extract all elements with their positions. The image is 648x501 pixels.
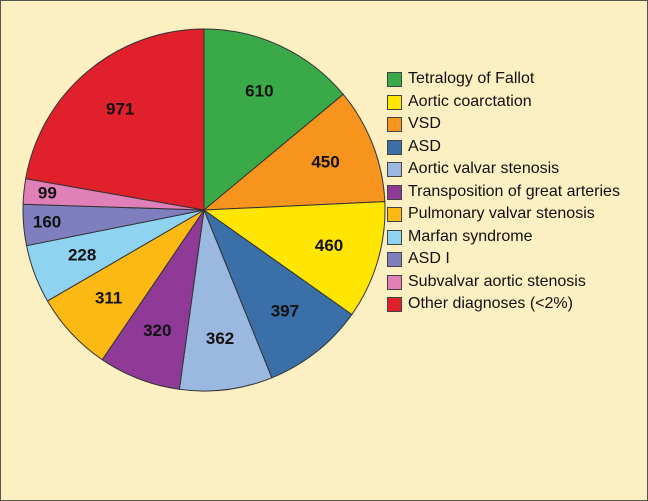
data-label: 99 [38, 183, 57, 202]
legend-swatch [387, 207, 402, 222]
legend-swatch [387, 229, 402, 245]
legend-item: Subvalvar aortic stenosis [387, 271, 623, 294]
legend-label: ASD I [408, 250, 450, 267]
legend-item: Pulmonary valvar stenosis [387, 203, 623, 226]
legend-item: Marfan syndrome [387, 226, 623, 249]
data-label: 450 [311, 152, 339, 171]
legend-item: ASD [387, 136, 623, 159]
data-label: 311 [95, 288, 122, 307]
legend-swatch [387, 139, 402, 155]
legend-item: Other diagnoses (<2%) [387, 293, 623, 316]
data-label: 397 [271, 302, 299, 321]
legend-label: VSD [408, 115, 441, 132]
legend-swatch [387, 274, 402, 290]
legend-swatch [387, 117, 402, 132]
legend-item: Tetralogy of Fallot [387, 68, 623, 91]
legend-item: Transposition of great arteries [387, 181, 623, 204]
legend-swatch [387, 184, 402, 200]
data-label: 362 [206, 329, 234, 348]
data-label: 228 [68, 246, 96, 265]
legend: Tetralogy of Fallot Aortic coarctation VSD… [387, 68, 623, 316]
legend-swatch [387, 252, 402, 267]
pie-slice [202, 208, 353, 379]
data-label: 460 [315, 236, 343, 255]
legend-label: ASD [408, 137, 441, 155]
pie-slice [203, 28, 344, 212]
data-label: 971 [106, 100, 134, 119]
legend-label: Aortic coarctation [408, 92, 532, 110]
legend-label: Aortic valvar stenosis [408, 160, 560, 177]
data-label: 320 [143, 321, 171, 340]
pie-slice [25, 28, 205, 211]
legend-swatch [387, 94, 402, 110]
legend-label: Tetralogy of Fallot [408, 70, 535, 87]
data-label: 610 [245, 82, 273, 101]
pie-slice [202, 201, 386, 316]
data-label: 160 [33, 213, 61, 232]
legend-item: ASD I [387, 248, 623, 271]
legend-swatch [387, 162, 402, 177]
legend-label: Transposition of great arteries [408, 182, 620, 200]
legend-label: Pulmonary valvar stenosis [408, 205, 595, 222]
pie-slice [178, 208, 273, 392]
legend-label: Other diagnoses (<2%) [408, 295, 573, 312]
pie-slice [202, 93, 386, 211]
legend-label: Subvalvar aortic stenosis [408, 272, 586, 290]
legend-label: Marfan syndrome [408, 227, 533, 245]
legend-item: Aortic coarctation [387, 91, 623, 114]
legend-swatch [387, 297, 402, 312]
legend-item: VSD [387, 113, 623, 136]
legend-swatch [387, 72, 402, 87]
legend-item: Aortic valvar stenosis [387, 158, 623, 181]
